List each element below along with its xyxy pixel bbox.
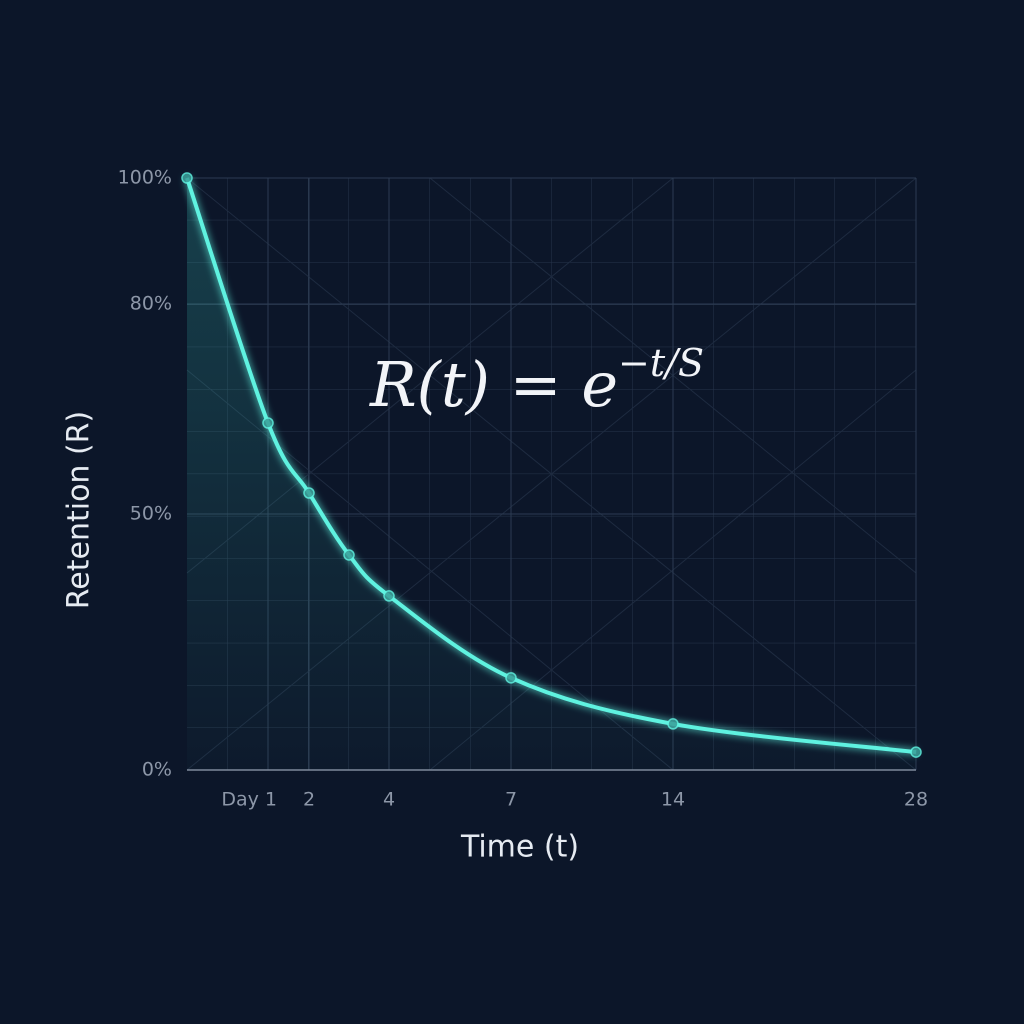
point	[505, 672, 517, 684]
x-tick-label: 7	[505, 789, 517, 811]
point	[383, 590, 395, 602]
y-tick-label: 0%	[142, 759, 172, 781]
x-tick-label: 28	[904, 789, 928, 811]
point	[262, 417, 274, 429]
y-axis-label: Retention (R)	[62, 411, 97, 609]
x-axis-label: Time (t)	[460, 830, 579, 865]
x-tick-label: 4	[383, 789, 395, 811]
formula-exponent: −t/S	[618, 341, 704, 385]
y-tick-label: 50%	[130, 503, 172, 525]
area-fill	[187, 178, 916, 770]
point	[667, 718, 679, 730]
formula-base: R(t) = e	[369, 348, 618, 421]
x-tick-label: 14	[661, 789, 685, 811]
x-tick-label: 2	[303, 789, 315, 811]
point	[303, 487, 315, 499]
formula: R(t) = e−t/S	[369, 341, 704, 422]
plot-area	[181, 172, 922, 771]
point	[910, 746, 922, 758]
y-tick-label: 100%	[118, 167, 172, 189]
point	[343, 549, 355, 561]
x-tick-label: Day 1	[221, 789, 277, 811]
point	[181, 172, 193, 184]
y-tick-label: 80%	[130, 293, 172, 315]
